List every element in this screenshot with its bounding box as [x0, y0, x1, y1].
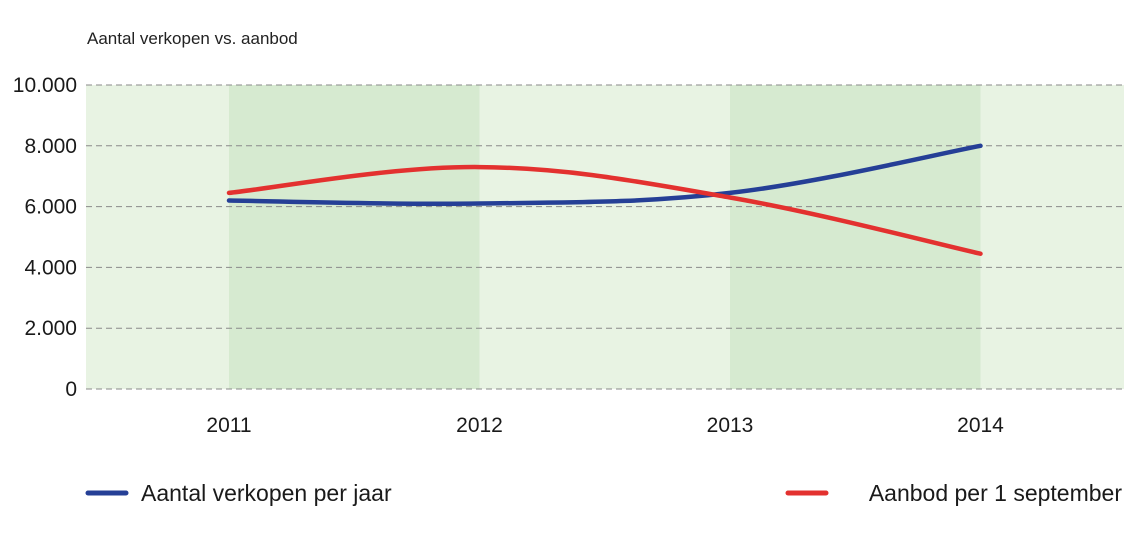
- x-tick-label: 2014: [957, 414, 1004, 437]
- y-axis-ticks: 0 2.000 4.000 6.000 8.000 10.000: [13, 74, 77, 401]
- y-tick-label: 10.000: [13, 74, 77, 97]
- legend-label: Aantal verkopen per jaar: [141, 480, 392, 506]
- y-tick-label: 2.000: [24, 317, 77, 340]
- y-tick-label: 6.000: [24, 196, 77, 219]
- x-tick-label: 2011: [206, 414, 251, 437]
- grid-lines: [86, 84, 1124, 390]
- x-tick-label: 2013: [707, 414, 754, 437]
- legend: Aantal verkopen per jaar Aanbod per 1 sep…: [85, 480, 1123, 506]
- background-band: [229, 85, 480, 389]
- series-lines: [226, 143, 983, 256]
- y-tick-label: 0: [65, 378, 77, 401]
- x-axis-ticks: 2011 2012 2013 2014: [206, 414, 1004, 437]
- background-band: [980, 85, 1124, 389]
- series-line-2: [226, 164, 983, 256]
- chart-title: Aantal verkopen vs. aanbod: [87, 29, 298, 48]
- background-band: [730, 85, 981, 389]
- background-band: [86, 85, 229, 389]
- y-tick-label: 4.000: [24, 256, 77, 279]
- x-tick-label: 2012: [456, 414, 503, 437]
- series-line-1: [226, 143, 983, 207]
- legend-label: Aanbod per 1 september: [869, 480, 1123, 506]
- background-bands: [86, 85, 1124, 389]
- background-band: [479, 85, 730, 389]
- y-tick-label: 8.000: [24, 135, 77, 158]
